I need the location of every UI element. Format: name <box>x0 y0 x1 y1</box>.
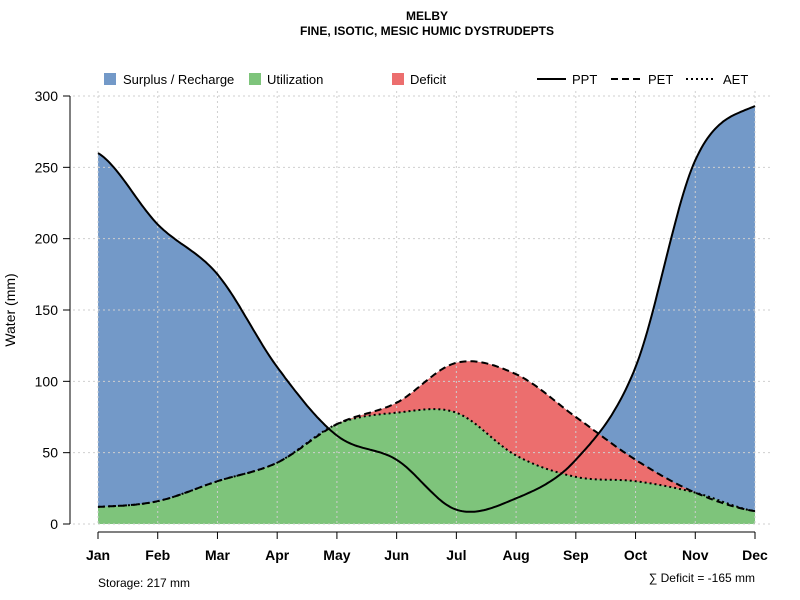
x-tick-label-sep: Sep <box>563 547 589 563</box>
y-tick-label: 250 <box>35 159 59 175</box>
series-line-ppt <box>97 105 756 513</box>
deficit-annotation: ∑ Deficit = -165 mm <box>649 571 755 585</box>
area-surplus-recharge <box>98 106 755 524</box>
legend-swatch-deficit <box>392 73 404 85</box>
x-tick-label-dec: Dec <box>742 547 768 563</box>
y-tick-label: 100 <box>35 373 59 389</box>
y-tick-label: 0 <box>50 516 58 532</box>
x-tick-label-apr: Apr <box>265 547 290 563</box>
x-tick-label-mar: Mar <box>205 547 230 563</box>
legend-label-pet: PET <box>648 72 673 87</box>
axes-layer: 0 50 100 150 200 250 300 Jan Feb Mar Apr May Jun Jul A… <box>35 88 768 563</box>
legend-swatch-utilization <box>249 73 261 85</box>
area-utilization <box>98 409 755 524</box>
legend-label-surplus: Surplus / Recharge <box>123 72 234 87</box>
chart-subtitle: FINE, ISOTIC, MESIC HUMIC DYSTRUDEPTS <box>300 24 554 38</box>
area-layer <box>98 106 755 524</box>
series-line-pet <box>97 360 756 513</box>
x-tick-label-jan: Jan <box>86 547 110 563</box>
series-line-aet <box>97 408 756 513</box>
y-tick-label: 200 <box>35 231 59 247</box>
legend: Surplus / Recharge Utilization Deficit P… <box>104 72 748 87</box>
x-tick-label-jul: Jul <box>446 547 466 563</box>
chart-title: MELBY <box>406 9 448 23</box>
x-tick-label-feb: Feb <box>145 547 170 563</box>
legend-swatch-surplus <box>104 73 116 85</box>
y-tick-label: 50 <box>42 445 58 461</box>
y-axis-title: Water (mm) <box>2 273 18 346</box>
legend-label-deficit: Deficit <box>410 72 447 87</box>
x-tick-label-nov: Nov <box>682 547 709 563</box>
y-tick-label: 150 <box>35 302 59 318</box>
legend-label-ppt: PPT <box>572 72 597 87</box>
x-tick-label-aug: Aug <box>502 547 529 563</box>
legend-label-utilization: Utilization <box>267 72 323 87</box>
x-tick-label-may: May <box>323 547 350 563</box>
x-tick-label-oct: Oct <box>624 547 648 563</box>
legend-label-aet: AET <box>723 72 748 87</box>
grid-layer <box>68 91 770 525</box>
line-layer <box>97 105 756 513</box>
storage-annotation: Storage: 217 mm <box>98 576 190 590</box>
x-tick-label-jun: Jun <box>384 547 409 563</box>
y-tick-label: 300 <box>35 88 59 104</box>
